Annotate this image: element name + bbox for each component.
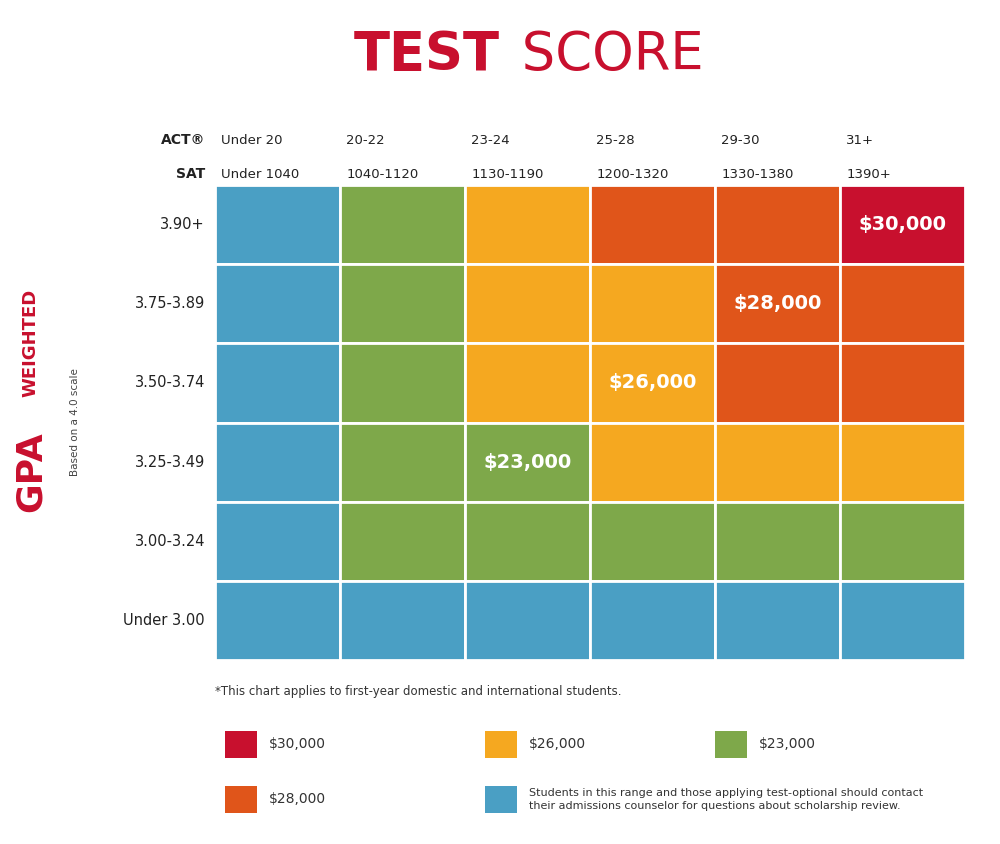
Text: Under 1040: Under 1040 — [221, 168, 300, 181]
Text: $30,000: $30,000 — [858, 215, 946, 234]
Text: SAT: SAT — [176, 167, 205, 181]
Bar — [465, 423, 590, 501]
Bar — [465, 501, 590, 581]
Bar — [340, 423, 465, 501]
Text: $30,000: $30,000 — [269, 738, 326, 751]
Bar — [840, 344, 965, 423]
Bar — [340, 264, 465, 344]
Text: TEST: TEST — [354, 29, 500, 81]
Bar — [715, 264, 840, 344]
Bar — [215, 264, 340, 344]
Text: $26,000: $26,000 — [529, 738, 586, 751]
Text: $28,000: $28,000 — [269, 793, 326, 806]
Text: 3.25-3.49: 3.25-3.49 — [135, 455, 205, 469]
Bar — [840, 185, 965, 264]
Bar — [715, 581, 840, 660]
Text: 1330-1380: 1330-1380 — [721, 168, 794, 181]
Text: 3.50-3.74: 3.50-3.74 — [135, 376, 205, 391]
Bar — [340, 344, 465, 423]
Text: 1040-1120: 1040-1120 — [346, 168, 418, 181]
Bar — [590, 501, 715, 581]
Bar — [590, 581, 715, 660]
Bar — [215, 185, 340, 264]
Text: 20-22: 20-22 — [346, 134, 385, 147]
Text: 23-24: 23-24 — [471, 134, 510, 147]
Bar — [715, 423, 840, 501]
Bar — [590, 185, 715, 264]
Bar — [340, 581, 465, 660]
Bar — [715, 185, 840, 264]
Bar — [340, 185, 465, 264]
Text: 1130-1190: 1130-1190 — [471, 168, 544, 181]
Text: SCORE: SCORE — [505, 29, 704, 81]
Text: WEIGHTED: WEIGHTED — [21, 289, 39, 398]
Text: 3.90+: 3.90+ — [160, 217, 205, 232]
Text: Students in this range and those applying test-optional should contact
their adm: Students in this range and those applyin… — [529, 787, 923, 811]
Bar — [215, 423, 340, 501]
Text: 1390+: 1390+ — [846, 168, 891, 181]
Bar — [715, 344, 840, 423]
Bar — [590, 423, 715, 501]
Bar — [590, 264, 715, 344]
Bar — [465, 344, 590, 423]
Bar — [465, 185, 590, 264]
Bar — [465, 264, 590, 344]
Text: 25-28: 25-28 — [596, 134, 635, 147]
Text: 1200-1320: 1200-1320 — [596, 168, 669, 181]
Bar — [215, 501, 340, 581]
Text: $28,000: $28,000 — [733, 295, 822, 313]
Text: Based on a 4.0 scale: Based on a 4.0 scale — [70, 369, 80, 476]
Text: $23,000: $23,000 — [483, 452, 572, 472]
Bar — [465, 581, 590, 660]
Text: $23,000: $23,000 — [759, 738, 816, 751]
Text: Under 20: Under 20 — [221, 134, 283, 147]
Text: 31+: 31+ — [846, 134, 874, 147]
Text: 3.75-3.89: 3.75-3.89 — [135, 296, 205, 311]
Bar — [840, 264, 965, 344]
Bar — [840, 423, 965, 501]
Text: $26,000: $26,000 — [608, 373, 697, 392]
Text: 29-30: 29-30 — [721, 134, 760, 147]
Bar — [590, 344, 715, 423]
Bar — [715, 501, 840, 581]
Bar — [840, 581, 965, 660]
Bar — [215, 344, 340, 423]
Bar — [340, 501, 465, 581]
Text: GPA: GPA — [14, 431, 48, 511]
Text: *This chart applies to first-year domestic and international students.: *This chart applies to first-year domest… — [215, 685, 622, 698]
Text: ACT®: ACT® — [161, 133, 205, 147]
Text: 3.00-3.24: 3.00-3.24 — [134, 533, 205, 549]
Text: Under 3.00: Under 3.00 — [123, 613, 205, 628]
Bar — [215, 581, 340, 660]
Bar — [840, 501, 965, 581]
